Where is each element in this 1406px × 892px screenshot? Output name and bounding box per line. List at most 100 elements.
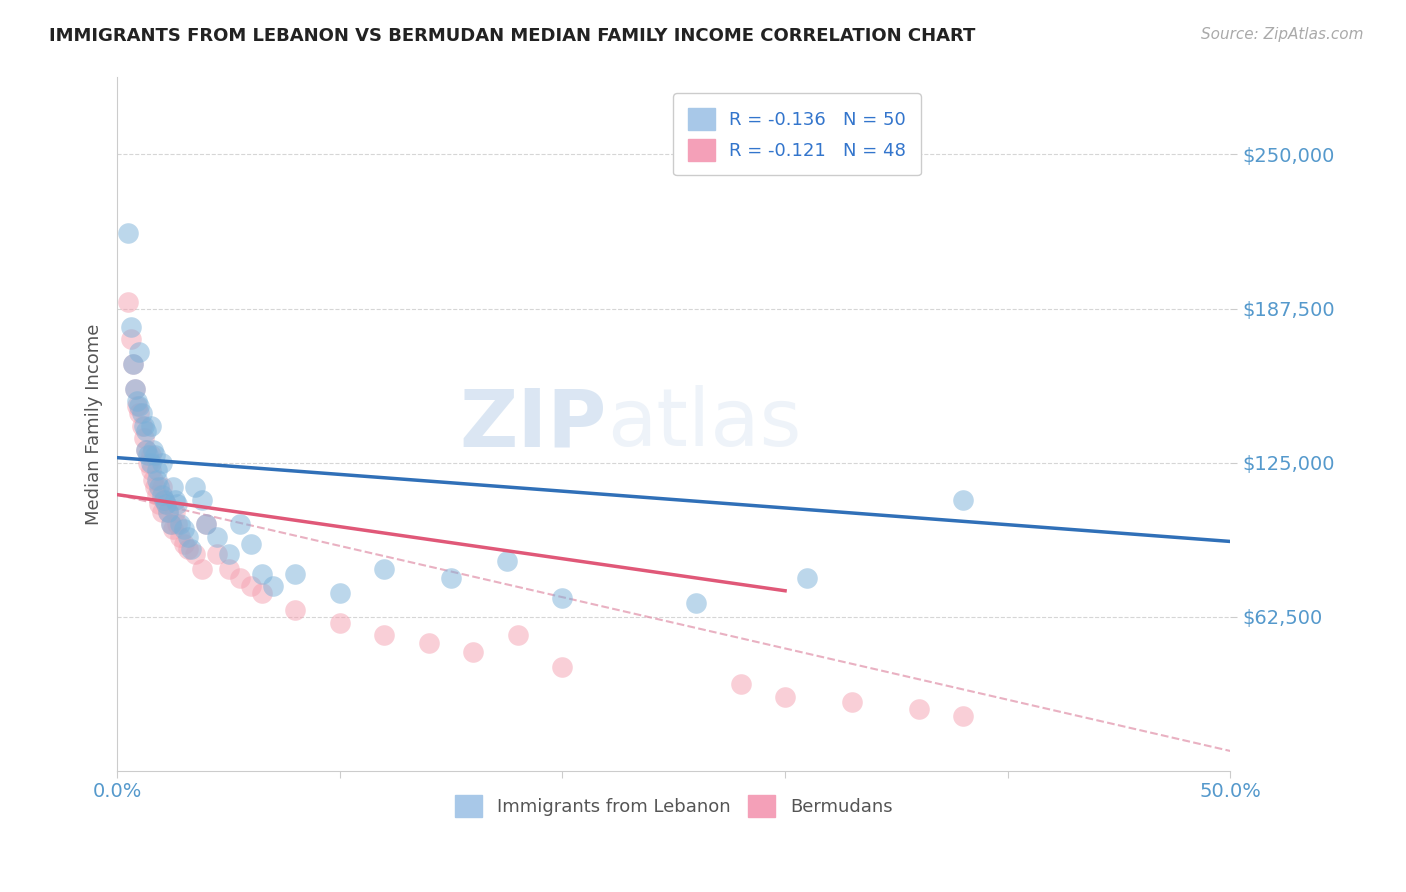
- Point: [250, 566, 273, 581]
- Point: [150, 488, 173, 502]
- Point: [142, 473, 165, 487]
- Point: [153, 492, 176, 507]
- Point: [166, 498, 188, 512]
- Point: [159, 517, 181, 532]
- Point: [165, 492, 187, 507]
- Point: [124, 382, 146, 396]
- Point: [162, 480, 184, 494]
- Point: [165, 505, 187, 519]
- Point: [132, 431, 155, 445]
- Point: [143, 480, 166, 494]
- Point: [796, 571, 818, 585]
- Point: [373, 561, 395, 575]
- Point: [169, 529, 191, 543]
- Point: [228, 571, 250, 585]
- Point: [191, 492, 214, 507]
- Point: [146, 463, 169, 477]
- Text: Source: ZipAtlas.com: Source: ZipAtlas.com: [1201, 27, 1364, 42]
- Point: [495, 554, 517, 568]
- Point: [150, 505, 173, 519]
- Point: [150, 480, 173, 494]
- Point: [138, 448, 160, 462]
- Point: [373, 628, 395, 642]
- Point: [148, 480, 170, 494]
- Point: [177, 541, 200, 556]
- Point: [139, 463, 162, 477]
- Point: [128, 399, 150, 413]
- Point: [121, 357, 143, 371]
- Point: [952, 492, 974, 507]
- Point: [841, 695, 863, 709]
- Point: [180, 541, 202, 556]
- Point: [153, 492, 176, 507]
- Point: [228, 517, 250, 532]
- Point: [128, 406, 150, 420]
- Point: [195, 517, 218, 532]
- Point: [730, 677, 752, 691]
- Point: [117, 227, 139, 241]
- Point: [284, 603, 307, 617]
- Point: [121, 357, 143, 371]
- Point: [155, 498, 177, 512]
- Point: [329, 586, 352, 600]
- Point: [146, 488, 169, 502]
- Point: [239, 579, 262, 593]
- Point: [551, 591, 574, 606]
- Point: [177, 529, 200, 543]
- Point: [120, 332, 142, 346]
- Point: [150, 456, 173, 470]
- Point: [157, 505, 180, 519]
- Point: [135, 424, 157, 438]
- Point: [132, 418, 155, 433]
- Point: [138, 456, 160, 470]
- Point: [139, 456, 162, 470]
- Point: [131, 418, 153, 433]
- Text: atlas: atlas: [607, 385, 801, 463]
- Point: [135, 443, 157, 458]
- Point: [146, 473, 169, 487]
- Point: [195, 517, 218, 532]
- Point: [207, 547, 229, 561]
- Point: [148, 498, 170, 512]
- Point: [551, 660, 574, 674]
- Point: [127, 399, 149, 413]
- Point: [155, 498, 177, 512]
- Point: [239, 537, 262, 551]
- Point: [162, 522, 184, 536]
- Point: [166, 517, 188, 532]
- Point: [440, 571, 463, 585]
- Point: [250, 586, 273, 600]
- Point: [685, 596, 707, 610]
- Point: [139, 418, 162, 433]
- Point: [184, 547, 207, 561]
- Text: ZIP: ZIP: [460, 385, 607, 463]
- Point: [157, 505, 180, 519]
- Point: [143, 448, 166, 462]
- Point: [907, 702, 929, 716]
- Y-axis label: Median Family Income: Median Family Income: [86, 324, 103, 524]
- Point: [418, 635, 440, 649]
- Point: [169, 517, 191, 532]
- Point: [173, 522, 195, 536]
- Point: [120, 320, 142, 334]
- Point: [124, 382, 146, 396]
- Point: [128, 344, 150, 359]
- Point: [173, 537, 195, 551]
- Point: [127, 394, 149, 409]
- Point: [159, 517, 181, 532]
- Point: [284, 566, 307, 581]
- Point: [262, 579, 284, 593]
- Point: [131, 406, 153, 420]
- Point: [117, 295, 139, 310]
- Point: [463, 645, 485, 659]
- Legend: Immigrants from Lebanon, Bermudans: Immigrants from Lebanon, Bermudans: [449, 788, 900, 824]
- Point: [139, 448, 162, 462]
- Point: [329, 615, 352, 630]
- Point: [218, 561, 240, 575]
- Point: [184, 480, 207, 494]
- Point: [952, 709, 974, 723]
- Point: [191, 561, 214, 575]
- Point: [142, 443, 165, 458]
- Point: [135, 443, 157, 458]
- Point: [218, 547, 240, 561]
